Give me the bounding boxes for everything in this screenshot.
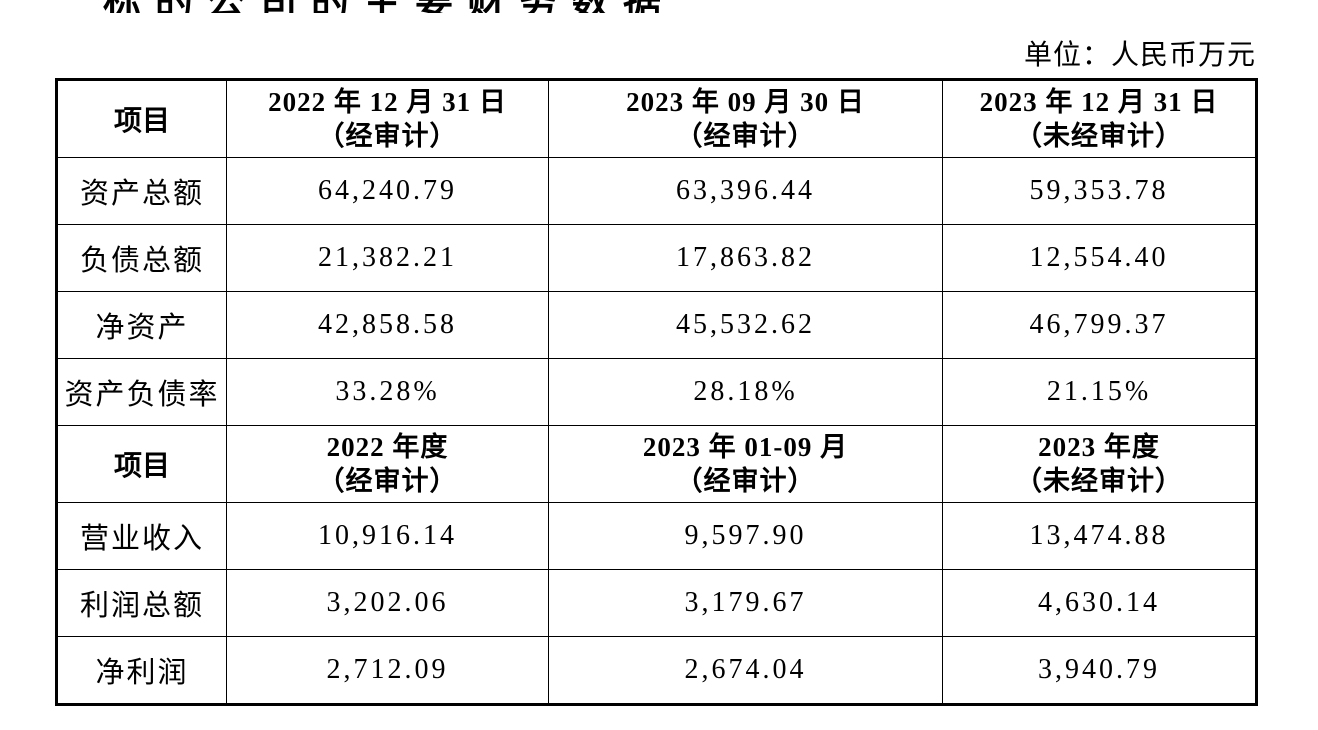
row-label: 负债总额: [56, 224, 227, 292]
table-row-net-profit: 净利润 2,712.09 2,674.04 3,940.79: [56, 636, 1257, 705]
income-header-item-cell: 项目: [56, 425, 227, 503]
cell-value: 13,474.88: [942, 502, 1257, 570]
cell-value: 64,240.79: [226, 157, 549, 225]
balance-header-col2-line1: 2023 年 09 月 30 日: [626, 87, 865, 117]
income-header-col2-line1: 2023 年 01-09 月: [642, 432, 849, 462]
income-header-col3-line2: （未经审计）: [1015, 466, 1183, 496]
income-header-col3-line1: 2023 年度: [1038, 432, 1160, 462]
cell-value: 2,674.04: [548, 636, 943, 705]
cell-value: 10,916.14: [226, 502, 549, 570]
table-row-revenue: 营业收入 10,916.14 9,597.90 13,474.88: [56, 502, 1257, 570]
cell-value: 63,396.44: [548, 157, 943, 225]
income-header-row: 项目 2022 年度 （经审计） 2023 年 01-09 月 （经审计） 20…: [56, 425, 1257, 503]
income-header-col1-line2: （经审计）: [317, 466, 458, 496]
balance-header-col1-line1: 2022 年 12 月 31 日: [268, 87, 507, 117]
cell-value: 17,863.82: [548, 224, 943, 292]
cell-value: 9,597.90: [548, 502, 943, 570]
clipped-section-title-text: 标的公司的主要财务数据: [103, 0, 803, 13]
income-header-col1-cell: 2022 年度 （经审计）: [226, 425, 549, 503]
row-label: 净利润: [56, 636, 227, 705]
cell-value: 45,532.62: [548, 291, 943, 359]
income-header-item-label: 项目: [113, 451, 170, 482]
cell-value: 33.28%: [226, 358, 549, 426]
cell-value: 3,202.06: [226, 569, 549, 637]
unit-label: 单位：人民币万元: [1023, 40, 1256, 71]
row-label: 利润总额: [56, 569, 227, 637]
table-row-debt-ratio: 资产负债率 33.28% 28.18% 21.15%: [56, 358, 1257, 426]
cell-value: 2,712.09: [226, 636, 549, 705]
table-row-total-assets: 资产总额 64,240.79 63,396.44 59,353.78: [56, 157, 1257, 225]
clipped-section-title: 标的公司的主要财务数据: [103, 0, 803, 13]
cell-value: 3,940.79: [942, 636, 1257, 705]
cell-value: 21.15%: [942, 358, 1257, 426]
balance-header-item-cell: 项目: [56, 79, 227, 158]
income-header-col2-cell: 2023 年 01-09 月 （经审计）: [548, 425, 943, 503]
cell-value: 4,630.14: [942, 569, 1257, 637]
financial-data-table: 项目 2022 年 12 月 31 日 （经审计） 2023 年 09 月 30…: [55, 78, 1258, 706]
balance-header-col1-line2: （经审计）: [317, 121, 458, 151]
balance-header-col2-cell: 2023 年 09 月 30 日 （经审计）: [548, 79, 943, 158]
cell-value: 12,554.40: [942, 224, 1257, 292]
cell-value: 3,179.67: [548, 569, 943, 637]
balance-header-col3-cell: 2023 年 12 月 31 日 （未经审计）: [942, 79, 1257, 158]
cell-value: 59,353.78: [942, 157, 1257, 225]
row-label: 资产负债率: [56, 358, 227, 426]
table-row-net-assets: 净资产 42,858.58 45,532.62 46,799.37: [56, 291, 1257, 359]
balance-header-item-label: 项目: [113, 106, 170, 137]
balance-header-row: 项目 2022 年 12 月 31 日 （经审计） 2023 年 09 月 30…: [56, 79, 1257, 158]
balance-header-col2-line2: （经审计）: [675, 121, 816, 151]
row-label: 资产总额: [56, 157, 227, 225]
table-row-total-profit: 利润总额 3,202.06 3,179.67 4,630.14: [56, 569, 1257, 637]
cell-value: 28.18%: [548, 358, 943, 426]
row-label: 净资产: [56, 291, 227, 359]
cell-value: 46,799.37: [942, 291, 1257, 359]
cell-value: 42,858.58: [226, 291, 549, 359]
balance-header-col1-cell: 2022 年 12 月 31 日 （经审计）: [226, 79, 549, 158]
table-row-total-liabilities: 负债总额 21,382.21 17,863.82 12,554.40: [56, 224, 1257, 292]
income-header-col3-cell: 2023 年度 （未经审计）: [942, 425, 1257, 503]
row-label: 营业收入: [56, 502, 227, 570]
balance-header-col3-line1: 2023 年 12 月 31 日: [979, 87, 1219, 117]
income-header-col2-line2: （经审计）: [675, 466, 816, 496]
balance-header-col3-line2: （未经审计）: [1015, 121, 1183, 151]
cell-value: 21,382.21: [226, 224, 549, 292]
income-header-col1-line1: 2022 年度: [326, 432, 449, 462]
